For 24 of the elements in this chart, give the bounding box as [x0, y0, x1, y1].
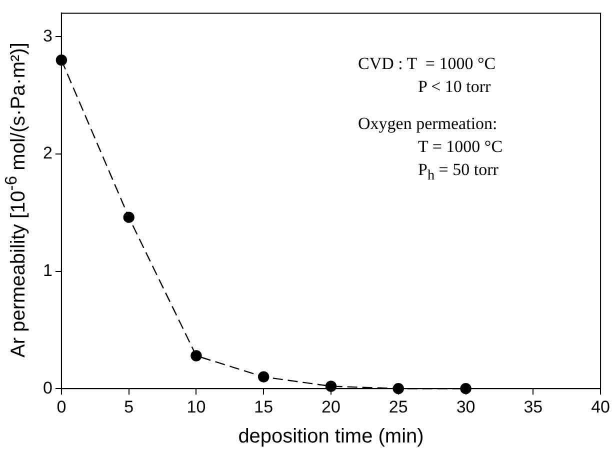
x-tick-label: 20 — [322, 397, 340, 416]
annotation: T = 1000 °C — [417, 136, 503, 158]
y-tick-label: 1 — [42, 260, 52, 280]
x-tick-label: 5 — [124, 397, 134, 416]
y-tick-label: 3 — [42, 26, 52, 46]
point — [190, 350, 202, 362]
x-tick-label: 25 — [388, 397, 408, 416]
x-tick-label: 10 — [186, 397, 206, 416]
point — [325, 380, 337, 392]
x-tick-label: 15 — [254, 397, 274, 416]
point — [123, 212, 134, 223]
x-tick-label: 35 — [524, 397, 543, 416]
annotation: P$_{h}$ = 50 torr — [417, 159, 500, 186]
point — [460, 383, 472, 394]
annotation: CVD : T = 1000 °C — [358, 53, 497, 75]
annotation: Oxygen permeation: — [358, 113, 498, 135]
x-axis-title: deposition time (min) — [238, 426, 424, 448]
annotation: P < 10 torr — [417, 76, 492, 98]
y-tick-label: 0 — [42, 378, 52, 398]
point — [258, 371, 270, 382]
y-tick-label: 2 — [42, 144, 52, 163]
x-tick-label: 30 — [456, 397, 476, 416]
x-tick-label: 40 — [591, 397, 610, 416]
x-tick-label: 0 — [56, 397, 66, 416]
